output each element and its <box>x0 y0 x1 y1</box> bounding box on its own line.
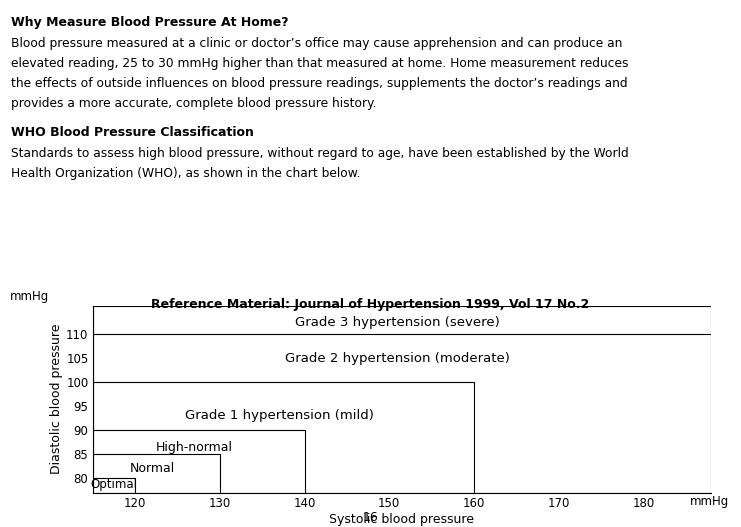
Text: Why Measure Blood Pressure At Home?: Why Measure Blood Pressure At Home? <box>11 16 289 29</box>
Bar <box>93 431 305 493</box>
X-axis label: Systolic blood pressure: Systolic blood pressure <box>330 513 474 526</box>
Text: mmHg: mmHg <box>10 290 49 303</box>
Text: WHO Blood Pressure Classification: WHO Blood Pressure Classification <box>11 126 254 139</box>
Y-axis label: Diastolic blood pressure: Diastolic blood pressure <box>50 324 63 474</box>
Text: 16: 16 <box>362 511 379 524</box>
Text: Grade 3 hypertension (severe): Grade 3 hypertension (severe) <box>296 316 500 329</box>
Text: Normal: Normal <box>130 462 175 475</box>
Text: Grade 1 hypertension (mild): Grade 1 hypertension (mild) <box>185 409 373 423</box>
Text: Standards to assess high blood pressure, without regard to age, have been establ: Standards to assess high blood pressure,… <box>11 147 629 160</box>
Bar <box>93 454 220 493</box>
Text: Health Organization (WHO), as shown in the chart below.: Health Organization (WHO), as shown in t… <box>11 167 361 180</box>
Text: provides a more accurate, complete blood pressure history.: provides a more accurate, complete blood… <box>11 97 376 110</box>
Text: elevated reading, 25 to 30 mmHg higher than that measured at home. Home measurem: elevated reading, 25 to 30 mmHg higher t… <box>11 57 628 70</box>
Text: Grade 2 hypertension (moderate): Grade 2 hypertension (moderate) <box>285 352 511 365</box>
Text: mmHg: mmHg <box>691 495 729 508</box>
Text: Optimal: Optimal <box>90 478 137 491</box>
Bar <box>93 335 711 493</box>
Bar <box>93 383 474 493</box>
Text: Reference Material: Journal of Hypertension 1999, Vol 17 No.2: Reference Material: Journal of Hypertens… <box>151 298 590 311</box>
Text: the effects of outside influences on blood pressure readings, supplements the do: the effects of outside influences on blo… <box>11 77 628 90</box>
Bar <box>93 479 135 493</box>
Text: Blood pressure measured at a clinic or doctor’s office may cause apprehension an: Blood pressure measured at a clinic or d… <box>11 37 622 50</box>
Text: High-normal: High-normal <box>156 441 233 454</box>
